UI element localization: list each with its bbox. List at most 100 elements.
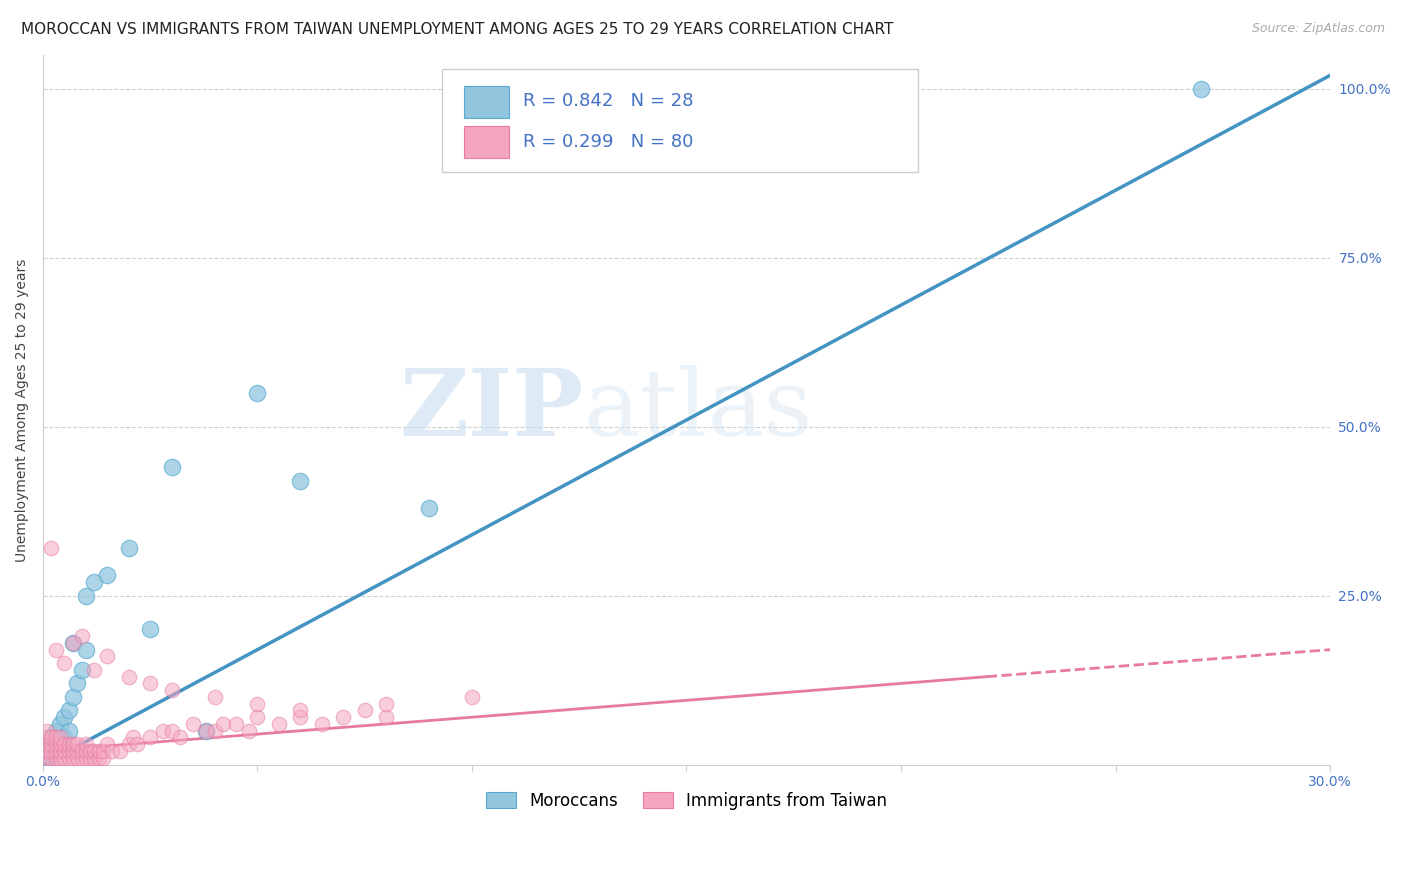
Point [83, 751, 105, 765]
Point [41, 541, 63, 556]
Point [62, 737, 84, 751]
Point [41, 737, 63, 751]
Point [96, 737, 118, 751]
Point [49, 744, 72, 758]
Point [53, 744, 76, 758]
Point [212, 717, 235, 731]
Point [70, 663, 93, 677]
Point [58, 744, 80, 758]
Point [45, 723, 67, 738]
FancyBboxPatch shape [464, 86, 509, 118]
Point [461, 690, 484, 704]
Point [62, 751, 84, 765]
Point [49, 737, 72, 751]
Point [332, 710, 354, 724]
Text: ZIP: ZIP [399, 365, 583, 455]
Point [79, 744, 101, 758]
Point [238, 723, 260, 738]
FancyBboxPatch shape [464, 126, 509, 158]
Point [246, 710, 269, 724]
Point [37, 737, 59, 751]
Point [1189, 82, 1212, 96]
Point [53, 731, 76, 745]
Point [267, 717, 290, 731]
Point [58, 723, 80, 738]
Point [83, 744, 105, 758]
Point [75, 737, 97, 751]
Point [75, 751, 97, 765]
Point [100, 744, 122, 758]
Point [75, 642, 97, 657]
Point [194, 723, 217, 738]
Point [225, 717, 247, 731]
Point [53, 710, 76, 724]
Point [79, 751, 101, 765]
Point [70, 744, 93, 758]
Point [91, 751, 114, 765]
Y-axis label: Unemployment Among Ages 25 to 29 years: Unemployment Among Ages 25 to 29 years [15, 258, 30, 561]
Point [41, 731, 63, 745]
Point [49, 737, 72, 751]
Point [91, 744, 114, 758]
Point [353, 703, 375, 717]
Point [122, 731, 145, 745]
Point [53, 737, 76, 751]
Point [246, 386, 269, 401]
Point [49, 717, 72, 731]
Point [83, 663, 105, 677]
Point [246, 697, 269, 711]
Point [53, 751, 76, 765]
Point [127, 737, 149, 751]
Point [37, 723, 59, 738]
Point [49, 731, 72, 745]
Point [70, 629, 93, 643]
Point [290, 703, 312, 717]
Point [194, 723, 217, 738]
Point [87, 751, 110, 765]
Point [62, 744, 84, 758]
Point [96, 649, 118, 664]
Text: Source: ZipAtlas.com: Source: ZipAtlas.com [1251, 22, 1385, 36]
Point [418, 500, 440, 515]
Point [169, 731, 191, 745]
Point [118, 737, 141, 751]
Point [66, 751, 89, 765]
Point [375, 697, 398, 711]
Text: atlas: atlas [583, 365, 813, 455]
Point [204, 690, 226, 704]
Point [75, 744, 97, 758]
Point [87, 744, 110, 758]
Point [70, 751, 93, 765]
Point [41, 744, 63, 758]
Point [96, 568, 118, 582]
Point [37, 744, 59, 758]
Point [118, 670, 141, 684]
Point [204, 723, 226, 738]
Point [66, 744, 89, 758]
Text: MOROCCAN VS IMMIGRANTS FROM TAIWAN UNEMPLOYMENT AMONG AGES 25 TO 29 YEARS CORREL: MOROCCAN VS IMMIGRANTS FROM TAIWAN UNEMP… [21, 22, 893, 37]
Point [160, 460, 183, 475]
Point [62, 690, 84, 704]
Point [375, 710, 398, 724]
Point [58, 737, 80, 751]
Point [83, 575, 105, 590]
Point [45, 744, 67, 758]
Point [45, 731, 67, 745]
Point [62, 636, 84, 650]
Point [41, 751, 63, 765]
Point [160, 683, 183, 698]
Point [41, 737, 63, 751]
Point [41, 731, 63, 745]
Point [160, 723, 183, 738]
Point [45, 751, 67, 765]
Point [45, 642, 67, 657]
Point [66, 676, 89, 690]
Point [118, 541, 141, 556]
Point [49, 751, 72, 765]
Point [58, 751, 80, 765]
Point [290, 710, 312, 724]
Point [152, 723, 174, 738]
Legend: Moroccans, Immigrants from Taiwan: Moroccans, Immigrants from Taiwan [479, 785, 894, 816]
Point [75, 589, 97, 603]
Point [58, 703, 80, 717]
